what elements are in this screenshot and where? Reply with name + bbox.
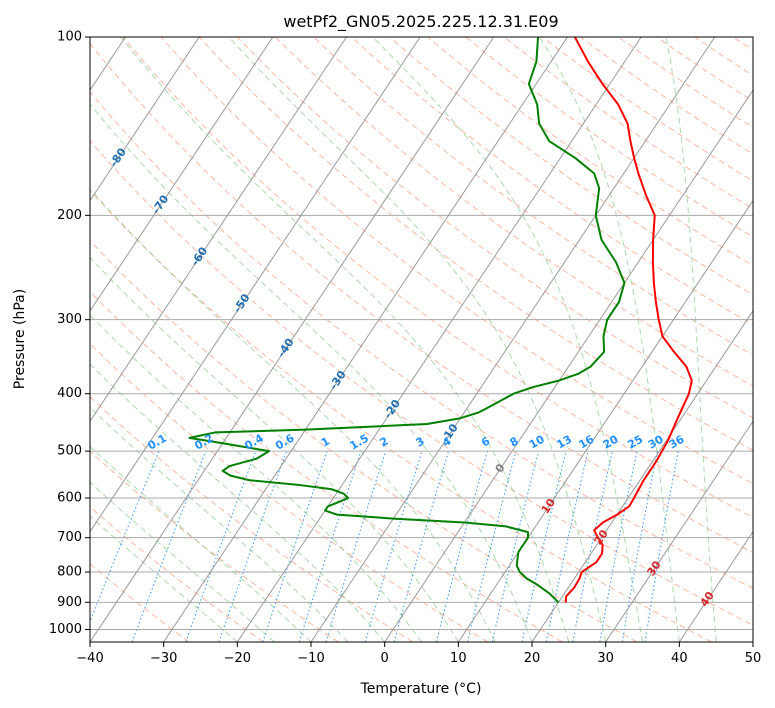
- isotherm-line: [90, 37, 347, 423]
- temperature-line: [564, 37, 693, 603]
- mixing-ratio-line: [435, 450, 488, 642]
- dry-adiabat: [275, 37, 753, 387]
- dry-adiabat: [122, 37, 753, 519]
- isotherm-line: [384, 89, 753, 642]
- isotherm-line: [90, 37, 495, 642]
- plot-frame: [89, 36, 754, 643]
- mixing-ratio-line: [262, 450, 328, 642]
- x-tick-label: −10: [297, 651, 324, 666]
- mixing-ratio-line: [364, 450, 423, 642]
- dry-adiabat: [90, 239, 638, 642]
- mixing-ratio-line: [185, 450, 257, 642]
- dry-adiabat: [90, 291, 563, 642]
- y-tick-label: 200: [57, 208, 82, 223]
- y-tick-label: 800: [57, 565, 82, 580]
- x-tick-label: −40: [76, 651, 103, 666]
- y-tick-label: 500: [57, 444, 82, 459]
- moist-adiabat: [372, 37, 643, 642]
- moist-adiabat: [90, 188, 496, 642]
- dry-adiabat: [198, 37, 753, 451]
- moist-adiabat: [90, 481, 275, 642]
- isotherm-line: [236, 37, 642, 642]
- dewpoint-line: [188, 37, 626, 604]
- y-tick-label: 1000: [49, 622, 82, 637]
- moist-adiabat: [538, 37, 680, 642]
- x-tick-label: 30: [597, 651, 614, 666]
- isotherm-line: [163, 37, 568, 642]
- moist-adiabat: [228, 37, 607, 642]
- moist-adiabat: [90, 363, 386, 642]
- dry-adiabat: [236, 37, 753, 419]
- x-tick-label: −20: [224, 651, 251, 666]
- x-tick-label: 40: [671, 651, 688, 666]
- background-lines: [90, 37, 753, 642]
- y-tick-label: 100: [57, 30, 82, 45]
- x-tick-label: −30: [150, 651, 177, 666]
- isotherm-line: [678, 530, 753, 642]
- x-tick-label: 0: [381, 651, 389, 666]
- dry-adiabat: [389, 37, 753, 296]
- isotherm-line: [310, 37, 716, 642]
- isotherm-line: [605, 420, 753, 642]
- mixing-ratio-line: [521, 450, 567, 642]
- mixing-ratio-line: [90, 450, 160, 623]
- y-axis-label: Pressure (hPa): [12, 289, 28, 389]
- axes: −40 −30 −20 −10 0 10 20 30 40 50 100 200 300 400 500 60…: [49, 30, 761, 667]
- mixing-ratio-line: [131, 450, 207, 642]
- isobar-grid: [90, 37, 753, 630]
- moist-adiabat: [90, 314, 422, 642]
- x-tick-label: 50: [745, 651, 762, 666]
- y-tick-label: 600: [57, 491, 82, 506]
- mixing-ratio-line: [298, 450, 362, 642]
- chart-title: wetPf2_GN05.2025.225.12.31.E09: [283, 12, 558, 32]
- dry-adiabat: [90, 506, 264, 642]
- dry-adiabat: [90, 343, 488, 642]
- x-tick-label: 20: [524, 651, 541, 666]
- isotherm-line: [90, 37, 274, 312]
- x-axis-label: Temperature (°C): [360, 681, 482, 697]
- profile-series: [188, 37, 693, 604]
- mixing-ratio-line: [325, 450, 387, 642]
- mixing-ratio-line: [218, 450, 288, 642]
- isotherm-line: [90, 37, 200, 202]
- moist-adiabat: [90, 103, 533, 642]
- moist-adiabat: [90, 256, 459, 642]
- y-tick-label: 300: [57, 312, 82, 327]
- y-tick-label: 900: [57, 595, 82, 610]
- x-tick-label: 10: [450, 651, 467, 666]
- y-tick-label: 700: [57, 530, 82, 545]
- isotherm-line: [90, 37, 421, 533]
- mixing-ratio-line: [466, 450, 517, 642]
- moist-adiabat: [665, 37, 717, 642]
- dry-adiabat: [90, 140, 753, 626]
- y-tick-label: 400: [57, 386, 82, 401]
